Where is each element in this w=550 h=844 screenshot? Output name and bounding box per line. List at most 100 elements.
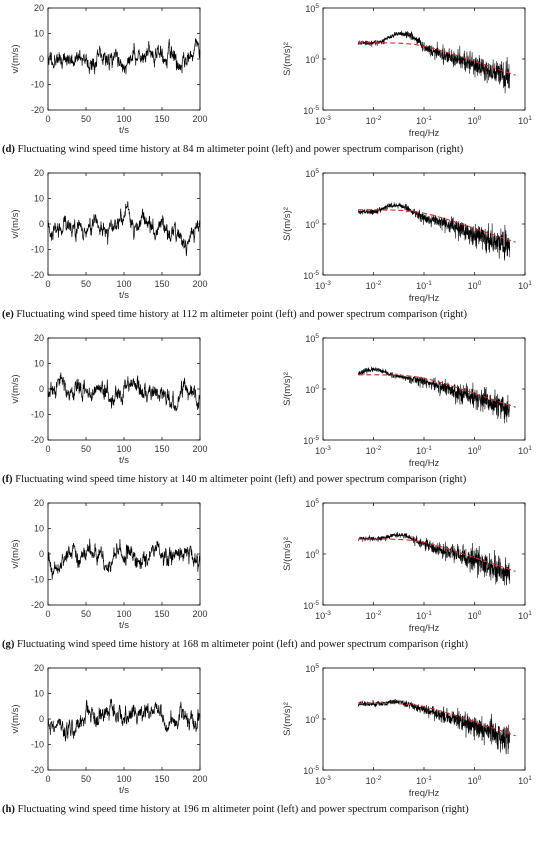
y-tick-label: 10 — [34, 29, 44, 39]
power-spectrum-chart: 10-3 10-2 10-1 100 101 10-5 100 105 freq/Hz S/(m/… — [282, 333, 532, 469]
x-tick-label: 200 — [192, 444, 207, 454]
x-tick-label: 10-1 — [416, 280, 432, 291]
x-tick-label: 100 — [468, 280, 482, 291]
y-tick-label: -20 — [31, 435, 44, 445]
panel-letter: (d) — [2, 144, 15, 155]
y-tick-label: 10-5 — [303, 105, 319, 116]
x-tick-label: 0 — [45, 774, 50, 784]
y-tick-label: -10 — [31, 410, 44, 420]
wind-speed-series — [47, 38, 201, 75]
time-history-chart: 0 50 100 150 200 -20 -10 0 10 20 t/s v/(m/s) — [10, 498, 208, 631]
time-history-chart: 0 50 100 150 200 -20 -10 0 10 20 t/s v/(m/s) — [10, 3, 208, 136]
x-tick-label: 10-1 — [416, 610, 432, 621]
y-tick-label: 105 — [305, 3, 319, 14]
y-tick-label: 0 — [39, 714, 44, 724]
x-axis-label: t/s — [119, 785, 129, 796]
x-axis-label: t/s — [119, 290, 129, 301]
x-axis-label: freq/Hz — [409, 293, 440, 304]
y-tick-label: -20 — [31, 270, 44, 280]
target-spectrum-series — [358, 538, 516, 572]
target-spectrum-series — [358, 209, 516, 243]
wind-speed-series — [47, 698, 201, 742]
x-tick-label: 10-2 — [366, 445, 382, 456]
simulated-spectrum-series — [358, 366, 511, 424]
simulated-spectrum-series — [358, 698, 511, 755]
time-history-chart: 0 50 100 150 200 -20 -10 0 10 20 t/s v/(m/s) — [10, 663, 208, 796]
y-tick-label: 100 — [305, 549, 319, 560]
x-tick-label: 101 — [518, 775, 532, 786]
x-tick-label: 150 — [154, 279, 169, 289]
simulated-spectrum-series — [358, 30, 511, 94]
y-tick-label: -10 — [31, 575, 44, 585]
x-tick-label: 101 — [518, 610, 532, 621]
time-history-chart: 0 50 100 150 200 -20 -10 0 10 20 t/s v/(m/s) — [10, 333, 208, 466]
caption-text: Fluctuating wind speed time history at 8… — [14, 144, 464, 155]
y-tick-label: 10-5 — [303, 270, 319, 281]
x-tick-label: 100 — [116, 774, 131, 784]
x-tick-label: 100 — [468, 610, 482, 621]
y-tick-label: 10 — [34, 524, 44, 534]
y-tick-label: -20 — [31, 600, 44, 610]
y-tick-label: 10-5 — [303, 435, 319, 446]
x-axis-label: freq/Hz — [409, 623, 440, 634]
x-tick-label: 10-2 — [366, 280, 382, 291]
y-tick-label: 105 — [305, 663, 319, 674]
x-tick-label: 101 — [518, 115, 532, 126]
x-tick-label: 200 — [192, 279, 207, 289]
x-tick-label: 101 — [518, 445, 532, 456]
panel-letter: (f) — [2, 474, 13, 485]
caption-text: Fluctuating wind speed time history at 1… — [13, 309, 468, 320]
y-tick-label: 20 — [34, 333, 44, 343]
x-tick-label: 100 — [468, 445, 482, 456]
wind-speed-series — [47, 372, 201, 412]
wind-speed-series — [47, 538, 201, 580]
y-axis-label: S/(m/s)² — [282, 42, 293, 76]
x-tick-label: 100 — [116, 114, 131, 124]
x-tick-label: 200 — [192, 774, 207, 784]
x-tick-label: 200 — [192, 114, 207, 124]
x-tick-label: 10-2 — [366, 610, 382, 621]
x-tick-label: 10-2 — [366, 115, 382, 126]
caption-text: Fluctuating wind speed time history at 1… — [14, 639, 469, 650]
power-spectrum-chart: 10-3 10-2 10-1 100 101 10-5 100 105 freq/Hz S/(m/… — [282, 3, 532, 139]
y-tick-label: 100 — [305, 714, 319, 725]
plot-frame — [322, 7, 526, 111]
panel-caption: (h) Fluctuating wind speed time history … — [2, 803, 550, 816]
y-tick-label: 20 — [34, 3, 44, 13]
x-tick-label: 10-3 — [315, 445, 331, 456]
target-spectrum-series — [358, 702, 516, 737]
x-tick-label: 150 — [154, 114, 169, 124]
x-tick-label: 150 — [154, 444, 169, 454]
panel-caption: (e) Fluctuating wind speed time history … — [2, 308, 550, 321]
y-tick-label: 100 — [305, 384, 319, 395]
y-axis-label: v/(m/s) — [10, 704, 21, 733]
time-history-chart: 0 50 100 150 200 -20 -10 0 10 20 t/s v/(m/s) — [10, 168, 208, 301]
y-tick-label: 10 — [34, 689, 44, 699]
panel-caption: (g) Fluctuating wind speed time history … — [2, 638, 550, 651]
x-tick-label: 0 — [45, 114, 50, 124]
panel-letter: (h) — [2, 804, 15, 815]
x-tick-label: 10-1 — [416, 775, 432, 786]
x-tick-label: 50 — [81, 609, 91, 619]
wind-speed-series — [47, 201, 201, 257]
x-axis-label: freq/Hz — [409, 128, 440, 139]
x-tick-label: 100 — [116, 444, 131, 454]
y-tick-label: 0 — [39, 54, 44, 64]
y-tick-label: 100 — [305, 54, 319, 65]
y-tick-label: 105 — [305, 498, 319, 509]
y-tick-label: 10-5 — [303, 765, 319, 776]
power-spectrum-chart: 10-3 10-2 10-1 100 101 10-5 100 105 freq/Hz S/(m/… — [282, 168, 532, 304]
y-tick-label: 20 — [34, 168, 44, 178]
x-tick-label: 50 — [81, 114, 91, 124]
y-tick-label: 0 — [39, 384, 44, 394]
power-spectrum-chart: 10-3 10-2 10-1 100 101 10-5 100 105 freq/Hz S/(m/… — [282, 498, 532, 634]
x-axis-label: freq/Hz — [409, 788, 440, 799]
y-tick-label: -10 — [31, 740, 44, 750]
y-tick-label: 10 — [34, 359, 44, 369]
plot-frame — [322, 172, 526, 276]
x-tick-label: 100 — [468, 115, 482, 126]
